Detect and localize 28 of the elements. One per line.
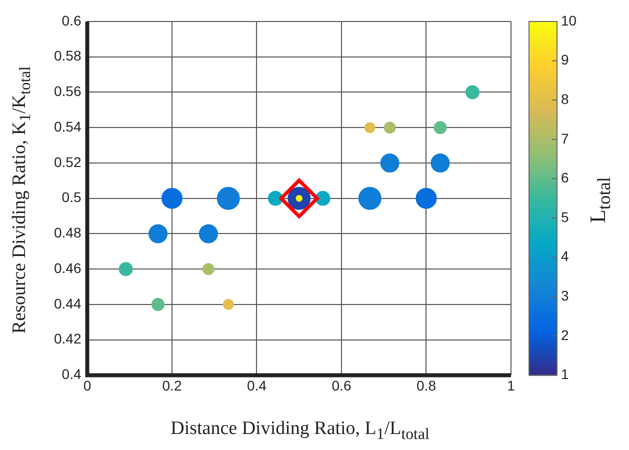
y-tick-label: 0.5	[62, 189, 82, 206]
y-tick-label: 0.56	[54, 83, 82, 100]
x-tick-label: 0.4	[247, 377, 267, 394]
x-tick-label: 0.8	[416, 377, 436, 394]
color-bar-label: 5	[561, 208, 569, 225]
color-bar-label: 8	[561, 90, 569, 107]
y-tick-label: 0.44	[54, 295, 82, 312]
y-tick-label: 0.4	[62, 366, 82, 382]
color-bar-label: 1	[561, 366, 569, 382]
y-tick-label: 0.54	[54, 118, 82, 134]
y-tick-label: 0.48	[54, 224, 82, 241]
color-bar-label: 6	[561, 170, 569, 186]
y-tick-label: 0.42	[54, 330, 82, 347]
color-bar-label: 4	[561, 248, 569, 264]
y-tick-label: 0.46	[54, 260, 82, 276]
y-tick-label: 0.52	[54, 154, 82, 170]
color-bar-label: 3	[561, 287, 569, 304]
color-bar-label: 10	[561, 12, 577, 28]
color-bar-label: 7	[561, 130, 569, 146]
color-bar-label: 9	[561, 52, 569, 68]
x-tick-label: 1	[507, 377, 516, 394]
color-bar-label: 2	[561, 326, 569, 343]
x-tick-label: 0	[83, 377, 92, 394]
y-tick-label: 0.58	[54, 48, 82, 64]
x-tick-label: 0.6	[332, 377, 352, 394]
x-tick-label: 0.2	[162, 377, 182, 394]
y-tick-label: 0.6	[62, 12, 82, 28]
x-axis-title: Distance Dividing Ratio, L$_{1}$/L$_{total}$	[170, 418, 430, 444]
